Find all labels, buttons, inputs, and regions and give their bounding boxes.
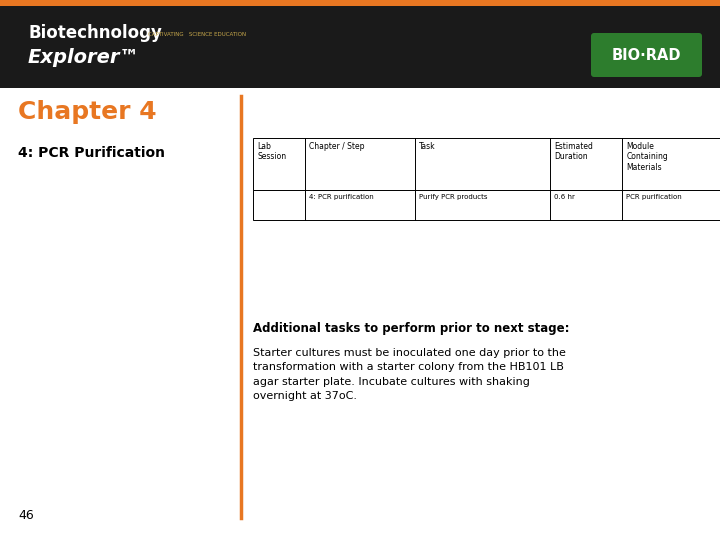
Text: 46: 46	[18, 509, 34, 522]
Bar	[253, 138, 720, 190]
Text: Chapter 4: Chapter 4	[18, 100, 157, 124]
Text: PCR purification: PCR purification	[626, 194, 682, 200]
Text: Lab
Session: Lab Session	[257, 142, 287, 161]
Text: Starter cultures must be inoculated one day prior to the
transformation with a s: Starter cultures must be inoculated one …	[253, 348, 566, 401]
Bar	[0, 88, 720, 540]
Text: Module
Containing
Materials: Module Containing Materials	[626, 142, 668, 172]
Text: Purify PCR products: Purify PCR products	[419, 194, 487, 200]
Text: Explorer™: Explorer™	[28, 48, 140, 67]
Bar	[253, 190, 720, 220]
Text: Chapter / Step: Chapter / Step	[309, 142, 365, 151]
Bar	[0, 6, 720, 88]
Text: 0.6 hr: 0.6 hr	[554, 194, 575, 200]
Text: Estimated
Duration: Estimated Duration	[554, 142, 593, 161]
Bar	[0, 0, 720, 6]
Text: Biotechnology: Biotechnology	[28, 24, 162, 42]
Text: 4: PCR Purification: 4: PCR Purification	[18, 146, 165, 160]
Text: Additional tasks to perform prior to next stage:: Additional tasks to perform prior to nex…	[253, 322, 570, 335]
FancyBboxPatch shape	[591, 33, 702, 77]
Text: BIO·RAD: BIO·RAD	[612, 48, 681, 63]
Text: CAPTIVATING   SCIENCE EDUCATION: CAPTIVATING SCIENCE EDUCATION	[148, 32, 246, 37]
Text: 4: PCR purification: 4: PCR purification	[309, 194, 374, 200]
Text: Task: Task	[419, 142, 436, 151]
